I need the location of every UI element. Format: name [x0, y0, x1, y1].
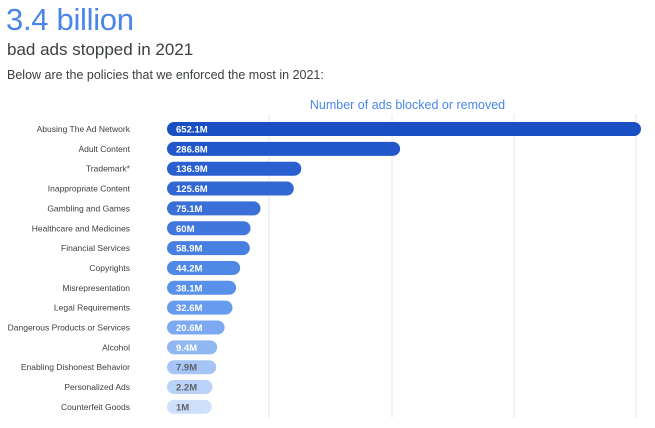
value-label: 652.1M: [176, 125, 208, 136]
category-label: Inappropriate Content: [48, 184, 131, 194]
bar: [167, 141, 401, 156]
headline: 3.4 billion: [6, 2, 134, 37]
value-label: 58.9M: [176, 244, 202, 255]
value-label: 2.2M: [176, 383, 197, 394]
category-label: Adult Content: [78, 144, 130, 154]
category-label: Dangerous Products or Services: [8, 323, 130, 333]
value-label: 60M: [176, 224, 195, 235]
category-label: Legal Requirements: [54, 303, 130, 313]
chart-title: Number of ads blocked or removed: [309, 98, 506, 112]
value-label: 20.6M: [176, 323, 202, 334]
intro-text: Below are the policies that we enforced …: [7, 68, 324, 82]
bar: [167, 221, 251, 236]
value-label: 125.6M: [176, 184, 208, 195]
subhead: bad ads stopped in 2021: [7, 40, 194, 59]
category-label: Gambling and Games: [47, 203, 130, 213]
value-label: 38.1M: [176, 283, 202, 294]
category-label: Personalized Ads: [64, 382, 130, 392]
category-label: Copyrights: [89, 263, 130, 273]
bar: [167, 181, 294, 196]
value-label: 286.8M: [176, 144, 208, 155]
value-label: 1M: [176, 402, 189, 413]
bar: [167, 201, 261, 216]
bar: [167, 122, 641, 136]
category-label: Misrepresentation: [62, 283, 130, 293]
category-label: Abusing The Ad Network: [37, 124, 131, 134]
category-label: Enabling Dishonest Behavior: [21, 362, 130, 372]
category-label: Alcohol: [102, 342, 130, 352]
value-label: 44.2M: [176, 263, 202, 274]
bar: [167, 399, 212, 414]
bar: [167, 360, 217, 375]
value-label: 32.6M: [176, 303, 202, 314]
bar: [167, 161, 302, 176]
bar: [167, 320, 225, 335]
value-label: 75.1M: [176, 204, 202, 215]
bar: [167, 300, 233, 315]
bar: [167, 280, 237, 295]
value-label: 7.9M: [176, 363, 197, 374]
bar: [167, 260, 241, 275]
bar: [167, 380, 213, 395]
bar: [167, 241, 250, 256]
value-label: 136.9M: [176, 164, 208, 175]
bar: [167, 340, 218, 355]
value-label: 9.4M: [176, 343, 197, 354]
category-label: Healthcare and Medicines: [32, 223, 130, 233]
category-label: Trademark*: [86, 164, 131, 174]
category-label: Counterfeit Goods: [61, 402, 130, 412]
category-label: Financial Services: [61, 243, 130, 253]
